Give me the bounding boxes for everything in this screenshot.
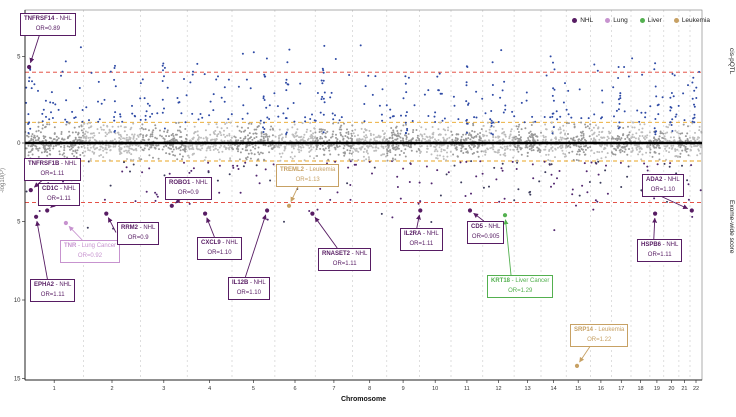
svg-text:15: 15	[14, 376, 21, 382]
odds-ratio: OR=1.10	[207, 249, 232, 256]
annotation-srp14: SRP14 - Leukemia OR=1.22	[570, 324, 629, 348]
y-axis-label: -log10(P)	[0, 168, 6, 193]
gene-name: RRM2	[121, 225, 139, 231]
odds-ratio: OR=1.10	[236, 289, 261, 296]
svg-text:18: 18	[637, 386, 643, 392]
svg-text:16: 16	[598, 386, 604, 392]
svg-text:10: 10	[14, 298, 21, 304]
gene-name: HSPB6	[641, 242, 662, 248]
gene-name: TREML2	[280, 167, 304, 173]
gene-name: CD1C	[42, 186, 59, 192]
legend-item-nhl: NHL	[572, 17, 593, 24]
svg-text:3: 3	[162, 386, 165, 392]
annotation-epha2: EPHA2 - NHL OR=1.11	[30, 279, 76, 303]
legend-label: Leukemia	[681, 17, 710, 24]
odds-ratio: OR=0.905	[471, 233, 500, 240]
svg-text:21: 21	[681, 386, 687, 392]
annotation-ada2: ADA2 - NHL OR=1.10	[642, 174, 684, 198]
bottom-panel-axis-label: Exome-wide score	[728, 200, 735, 254]
odds-ratio: OR=1.22	[587, 336, 612, 343]
gene-name: ROBO1	[169, 180, 191, 186]
annotation-il2ra: IL2RA - NHL OR=1.11	[400, 228, 443, 252]
odds-ratio: OR=1.11	[40, 291, 65, 298]
odds-ratio: OR=0.9	[177, 189, 199, 196]
svg-text:12: 12	[495, 386, 501, 392]
odds-ratio: OR=1.11	[409, 240, 434, 247]
svg-text:20: 20	[668, 386, 674, 392]
svg-text:5: 5	[17, 55, 21, 61]
svg-text:22: 22	[693, 386, 699, 392]
svg-text:5: 5	[17, 220, 21, 226]
gene-name: RNASET2	[322, 251, 351, 257]
gene-name: CXCL9	[201, 240, 221, 246]
gene-name: EPHA2	[34, 282, 55, 288]
svg-text:8: 8	[368, 386, 371, 392]
svg-text:14: 14	[551, 386, 557, 392]
liver-dot-icon	[639, 18, 645, 23]
annotation-cd1c: CD1C - NHL OR=1.11	[38, 183, 80, 207]
odds-ratio: OR=0.89	[35, 25, 60, 32]
legend-item-liver: Liver	[639, 17, 662, 24]
gene-name: ADA2	[646, 177, 663, 183]
annotation-cxcl9: CXCL9 - NHL OR=1.10	[197, 237, 243, 261]
svg-text:11: 11	[464, 386, 470, 392]
annotation-rrm2: RRM2 - NHL OR=0.9	[117, 222, 160, 246]
annotation-rnaset2: RNASET2 - NHL OR=1.11	[318, 248, 372, 272]
gene-name: IL12B	[232, 280, 249, 286]
svg-text:13: 13	[525, 386, 531, 392]
odds-ratio: OR=1.11	[40, 170, 65, 177]
odds-ratio: OR=0.92	[77, 252, 103, 259]
gene-name: TNR	[64, 243, 77, 249]
legend-item-lung: Lung	[605, 17, 628, 24]
annotation-treml2: TREML2 - Leukemia OR=1.13	[276, 164, 340, 188]
annotation-robo1: ROBO1 - NHL OR=0.9	[165, 177, 212, 201]
odds-ratio: OR=1.11	[647, 251, 672, 258]
svg-text:0: 0	[17, 141, 21, 147]
legend: NHL Lung Liver Leukemia	[572, 17, 710, 24]
nhl-dot-icon	[572, 18, 578, 23]
svg-text:2: 2	[110, 386, 113, 392]
svg-text:7: 7	[332, 386, 335, 392]
svg-text:10: 10	[432, 386, 438, 392]
gene-name: CD5	[471, 224, 484, 230]
gene-name: IL2RA	[404, 231, 422, 237]
leukemia-dot-icon	[673, 18, 679, 23]
svg-text:6: 6	[293, 386, 296, 392]
svg-text:17: 17	[618, 386, 624, 392]
lung-dot-icon	[605, 18, 611, 23]
odds-ratio: OR=1.11	[46, 195, 71, 202]
legend-label: Liver	[647, 17, 662, 24]
svg-text:4: 4	[208, 386, 211, 392]
legend-label: NHL	[580, 17, 594, 24]
gene-name: TNFRSF1B	[28, 161, 60, 167]
legend-label: Lung	[613, 17, 628, 24]
svg-text:1: 1	[53, 386, 56, 392]
odds-ratio: OR=1.29	[508, 287, 533, 294]
svg-text:15: 15	[575, 386, 581, 392]
annotation-cd5: CD5 - NHL OR=0.905	[467, 221, 505, 245]
gene-name: KRT18	[491, 278, 511, 284]
legend-item-leukemia: Leukemia	[673, 17, 710, 24]
gene-name: TNFRSF14	[24, 16, 55, 22]
annotation-tnfrsf14: TNFRSF14 - NHL OR=0.89	[20, 13, 76, 37]
svg-text:9: 9	[402, 386, 405, 392]
annotation-il12b: IL12B - NHL OR=1.10	[228, 277, 270, 301]
odds-ratio: OR=1.10	[650, 186, 675, 193]
odds-ratio: OR=0.9	[127, 234, 149, 241]
top-panel-axis-label: cis-pQTL	[728, 48, 735, 75]
annotation-hspb6: HSPB6 - NHL OR=1.11	[637, 239, 683, 263]
annotation-tnr: TNR - Lung Cancer OR=0.92	[60, 240, 121, 264]
x-axis-label: Chromosome	[340, 396, 387, 403]
annotation-krt18: KRT18 - Liver Cancer OR=1.29	[487, 275, 554, 299]
gene-name: SRP14	[574, 327, 594, 333]
odds-ratio: OR=1.11	[332, 260, 357, 267]
annotation-tnfrsf1b: TNFRSF1B - NHL OR=1.11	[24, 158, 81, 182]
odds-ratio: OR=1.13	[295, 176, 320, 183]
svg-text:5: 5	[252, 386, 255, 392]
svg-text:19: 19	[654, 386, 660, 392]
